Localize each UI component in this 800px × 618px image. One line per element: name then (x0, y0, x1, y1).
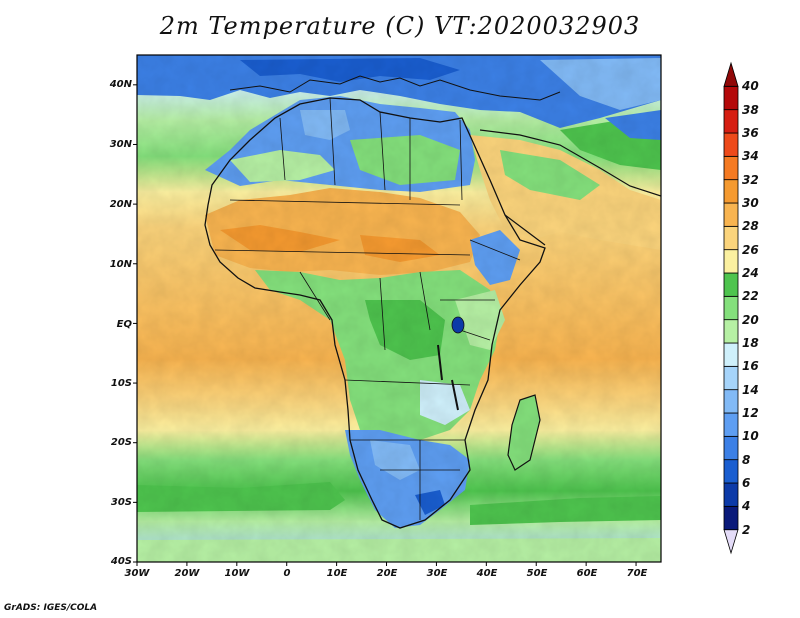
lon-label-30e: 30E (426, 568, 448, 579)
lat-label-30n: 30N (109, 139, 132, 150)
lat-label-20n: 20N (109, 199, 132, 210)
colorbar-box (723, 225, 739, 251)
colorbar-box (723, 132, 739, 157)
colorbar-label: 2 (742, 522, 751, 537)
lat-label-40s: 40S (110, 556, 132, 567)
colorbar-box (723, 412, 739, 437)
lat-label-10n: 10N (109, 259, 132, 270)
colorbar-box (723, 85, 739, 111)
texture-overlay (137, 55, 661, 562)
europe-coastline (229, 75, 561, 101)
colorbar-lower-triangle (723, 529, 739, 555)
colorbar-label: 4 (742, 499, 751, 514)
lat-label-10s: 10S (110, 378, 132, 389)
lon-label-70e: 70E (626, 568, 648, 579)
colorbar-label: 36 (742, 126, 759, 140)
colorbar-label: 34 (742, 149, 759, 164)
colorbar-box (723, 249, 739, 274)
lon-label-20e: 20E (376, 568, 398, 579)
lon-label-10w: 10W (224, 568, 250, 579)
colorbar-box (723, 435, 739, 461)
colorbar-box (723, 482, 739, 507)
colorbar-label: 12 (742, 406, 759, 420)
colorbar-label: 8 (742, 452, 751, 467)
colorbar-box (723, 179, 739, 204)
colorbar-label: 20 (742, 312, 759, 327)
lat-label-20s: 20S (110, 437, 132, 448)
map-frame (136, 54, 662, 563)
lon-label-50e: 50E (526, 568, 548, 579)
lat-label-eq: EQ (116, 319, 132, 330)
colorbar-box (723, 272, 739, 297)
lon-label-40e: 40E (476, 568, 498, 579)
colorbar-label: 38 (742, 102, 759, 117)
colorbar-label: 26 (742, 242, 759, 257)
lat-label-30s: 30S (110, 497, 132, 508)
colorbar-box (723, 342, 739, 367)
colorbar-box (723, 202, 739, 227)
colorbar-box (723, 389, 739, 414)
lon-label-0: 0 (283, 568, 291, 579)
rift-lakes (437, 344, 459, 411)
colorbar-label: 18 (742, 336, 759, 350)
map-field (137, 55, 661, 562)
colorbar-box (723, 109, 739, 134)
map-title: 2m Temperature (C) VT:2020032903 (159, 12, 641, 40)
colorbar-label: 40 (742, 79, 759, 94)
colorbar-label: 6 (742, 476, 751, 490)
colorbar-label: 16 (742, 359, 759, 374)
lon-label-10e: 10E (326, 568, 348, 579)
credit-text: GrADS: IGES/COLA (4, 603, 98, 613)
colorbar-label: 22 (742, 289, 759, 304)
arabia-coastline (479, 129, 661, 246)
colorbar-box (723, 295, 739, 321)
colorbar-label: 24 (742, 266, 759, 280)
madagascar-coastline (507, 394, 541, 471)
colorbar-box (723, 155, 739, 181)
lon-label-30w: 30W (124, 568, 150, 579)
colorbar-label: 32 (742, 172, 759, 187)
colorbar-box (723, 459, 739, 484)
lon-label-20w: 20W (174, 568, 200, 579)
lake-victoria (451, 316, 465, 334)
colorbar-label: 30 (742, 196, 759, 210)
colorbar-label: 10 (742, 429, 759, 444)
colorbar-label: 14 (742, 382, 759, 397)
lat-label-40n: 40N (109, 79, 132, 90)
country-borders (214, 97, 521, 520)
colorbar-label: 28 (742, 219, 759, 234)
colorbar-box (723, 365, 739, 391)
axis-ticks (133, 84, 637, 566)
colorbar-box (723, 505, 739, 531)
lon-label-60e: 60E (576, 568, 598, 579)
colorbar-box (723, 319, 739, 344)
colorbar-upper-triangle (723, 61, 739, 87)
